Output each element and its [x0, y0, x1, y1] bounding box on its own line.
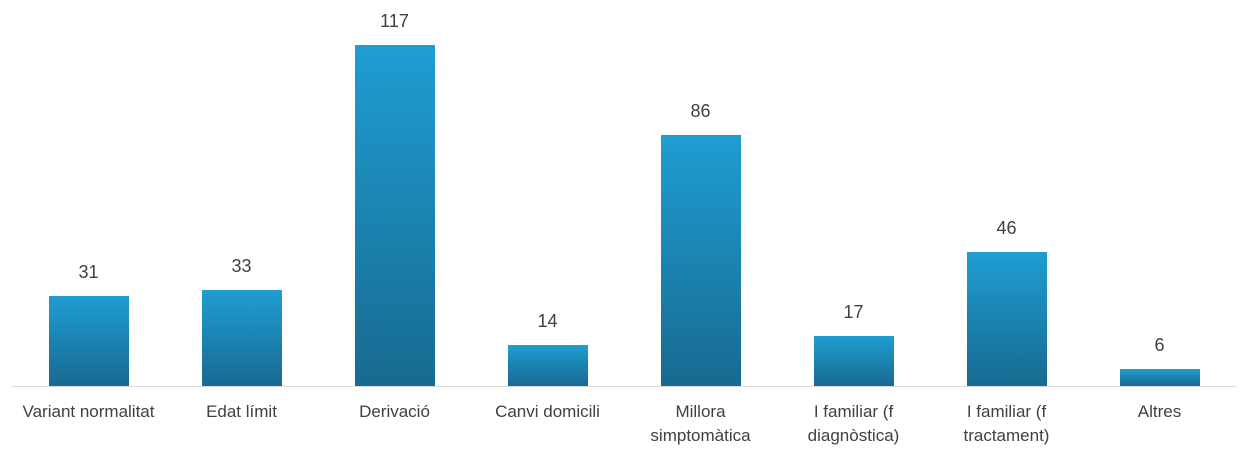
x-tick-label: Altres — [1137, 402, 1182, 421]
bar — [660, 135, 741, 386]
bar — [201, 289, 282, 386]
data-label: 86 — [690, 101, 711, 122]
data-label: 17 — [843, 302, 864, 323]
bar — [813, 336, 894, 386]
bar — [1119, 368, 1200, 386]
data-label: 14 — [537, 311, 558, 332]
bar — [354, 45, 435, 386]
bar — [966, 251, 1047, 386]
x-tick-label: Derivació — [359, 402, 430, 421]
x-tick-label: Edat límit — [206, 402, 277, 421]
data-label: 117 — [380, 11, 409, 31]
data-label: 46 — [996, 217, 1017, 238]
x-tick-label: Canvi domicili — [495, 402, 600, 421]
data-label: 6 — [1154, 334, 1165, 355]
x-tick-label: Millora simptomàtica — [650, 402, 751, 445]
data-label: 33 — [231, 255, 252, 276]
data-label: 31 — [78, 261, 99, 282]
bar — [507, 345, 588, 386]
x-axis-line — [12, 386, 1236, 387]
x-tick-label: I familiar (f diagnòstica) — [807, 402, 900, 445]
x-tick-label: I familiar (f tractament) — [963, 402, 1050, 445]
x-tick-label: Variant normalitat — [22, 402, 155, 421]
bar — [48, 295, 129, 386]
